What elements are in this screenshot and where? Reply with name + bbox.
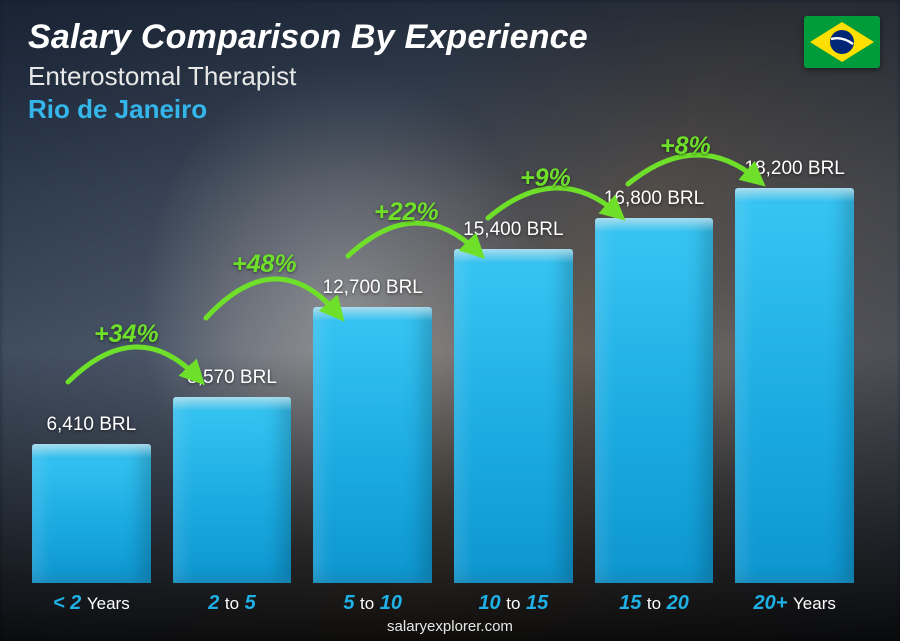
bar-4: 16,800 BRL — [595, 188, 714, 583]
bar-value-label: 12,700 BRL — [323, 277, 423, 299]
header: Salary Comparison By Experience Enterost… — [28, 18, 872, 125]
bar-value-label: 15,400 BRL — [463, 219, 563, 241]
brazil-flag-icon — [804, 16, 880, 68]
content-layer: Salary Comparison By Experience Enterost… — [0, 0, 900, 641]
bar-value-label: 8,570 BRL — [187, 367, 277, 389]
bar-rect — [173, 397, 292, 583]
location: Rio de Janeiro — [28, 94, 872, 125]
bar-rect — [595, 218, 714, 583]
bar-value-label: 6,410 BRL — [46, 414, 136, 436]
x-label-3: 10 to 15 — [454, 592, 573, 615]
page-title: Salary Comparison By Experience — [28, 18, 872, 57]
bar-0: 6,410 BRL — [32, 414, 151, 583]
bar-3: 15,400 BRL — [454, 219, 573, 583]
x-label-4: 15 to 20 — [595, 592, 714, 615]
bar-rect — [32, 444, 151, 583]
footer-attribution: salaryexplorer.com — [0, 618, 900, 635]
x-label-1: 2 to 5 — [173, 592, 292, 615]
growth-arc-label-1: +48% — [232, 250, 297, 279]
bar-5: 18,200 BRL — [735, 158, 854, 583]
subtitle: Enterostomal Therapist — [28, 61, 872, 92]
growth-arc-label-2: +22% — [374, 198, 439, 227]
x-axis-labels: < 2 Years 2 to 5 5 to 10 10 to 15 15 to 20 20… — [32, 592, 854, 615]
bar-chart: 6,410 BRL 8,570 BRL 12,700 BRL 15,400 BRL 16… — [32, 143, 854, 583]
bar-1: 8,570 BRL — [173, 367, 292, 583]
bar-value-label: 18,200 BRL — [745, 158, 845, 180]
growth-arc-label-0: +34% — [94, 320, 159, 349]
bar-rect — [313, 307, 432, 583]
bar-2: 12,700 BRL — [313, 277, 432, 583]
bar-value-label: 16,800 BRL — [604, 188, 704, 210]
x-label-0: < 2 Years — [32, 592, 151, 615]
growth-arc-label-4: +8% — [660, 132, 711, 161]
x-label-5: 20+ Years — [735, 592, 854, 615]
bar-rect — [735, 188, 854, 583]
growth-arc-label-3: +9% — [520, 164, 571, 193]
x-label-2: 5 to 10 — [313, 592, 432, 615]
bar-rect — [454, 249, 573, 583]
